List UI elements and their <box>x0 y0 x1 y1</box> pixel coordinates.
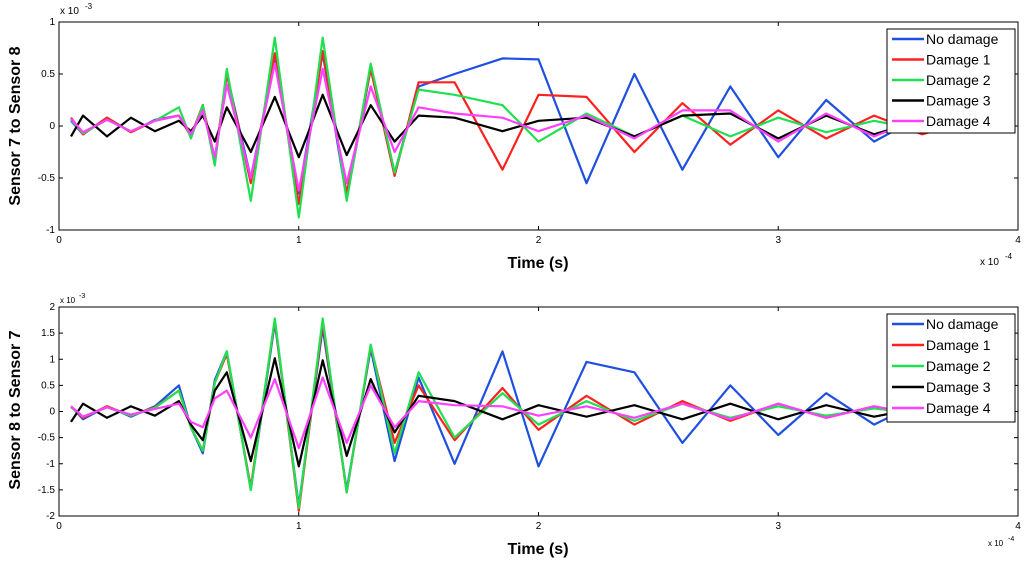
legend-box <box>886 313 1016 423</box>
legend-label-damage-4: Damage 4 <box>926 113 991 129</box>
legend: No damage Damage 1 Damage 2 Damage 3 Damage … <box>886 28 1016 134</box>
x-tick-label: 1 <box>296 521 302 532</box>
x-tick-label: 3 <box>775 235 781 246</box>
x-ticks: 0 1 2 3 4 <box>56 307 1021 532</box>
x-tick-label: 3 <box>775 521 781 532</box>
legend-label-damage-1: Damage 1 <box>926 52 991 68</box>
y-tick-label: -2 <box>46 511 55 522</box>
axes-box <box>58 21 1019 231</box>
legend-label-no-damage: No damage <box>926 316 999 332</box>
x-tick-label: 4 <box>1015 235 1021 246</box>
y-axis-label: Sensor 8 to Sensor 7 <box>7 330 24 489</box>
y-ticks: -2 -1.5 -1 -0.5 0 0.5 1 1.5 2 <box>38 302 1018 522</box>
legend-label-damage-4: Damage 4 <box>926 400 991 416</box>
y-tick-label: 1.5 <box>41 328 55 339</box>
x-tick-label: 2 <box>536 521 542 532</box>
y-axis-label: Sensor 7 to Sensor 8 <box>7 46 24 205</box>
series-line-damage-3 <box>70 93 971 159</box>
y-exponent-base: x 10 <box>60 6 79 17</box>
y-tick-label: -0.5 <box>38 433 56 444</box>
series-line-damage-4 <box>70 62 971 192</box>
y-tick-label: 0 <box>49 121 55 132</box>
legend-label-damage-1: Damage 1 <box>926 337 991 353</box>
x-exponent-base: x 10 <box>980 257 999 268</box>
x-tick-label: 2 <box>536 235 542 246</box>
legend-label-damage-3: Damage 3 <box>926 379 991 395</box>
y-tick-label: -1.5 <box>38 485 56 496</box>
x-axis-label: Time (s) <box>507 255 568 272</box>
x-axis-label: Time (s) <box>507 541 568 558</box>
plot-panel-1: 0 1 2 3 4 -1 -0.5 0 0.5 1 Time (s) Sensor 7 to S… <box>7 2 1021 272</box>
y-exponent: x 10 -3 <box>60 293 85 305</box>
series-group <box>70 317 971 512</box>
y-tick-label: 1 <box>49 354 55 365</box>
series-group <box>70 36 971 219</box>
x-tick-label: 4 <box>1015 521 1021 532</box>
y-tick-label: -0.5 <box>38 173 56 184</box>
y-exponent-power: -3 <box>85 2 93 11</box>
x-exponent: x 10 -4 <box>980 252 1013 268</box>
x-tick-label: 0 <box>56 521 62 532</box>
y-tick-label: 0 <box>49 407 55 418</box>
x-exponent: x 10 -4 <box>988 536 1014 548</box>
y-tick-label: 1 <box>49 17 55 28</box>
legend-label-damage-3: Damage 3 <box>926 93 991 109</box>
x-exponent-base: x 10 <box>988 539 1004 548</box>
legend-label-no-damage: No damage <box>926 31 999 47</box>
x-exponent-power: -4 <box>1005 252 1013 261</box>
y-tick-label: 0.5 <box>41 69 55 80</box>
x-tick-label: 1 <box>296 235 302 246</box>
series-line-damage-4 <box>70 376 971 450</box>
y-tick-label: -1 <box>46 459 55 470</box>
y-tick-label: 0.5 <box>41 380 55 391</box>
axes-box <box>58 306 1019 517</box>
y-tick-label: -1 <box>46 225 55 236</box>
y-exponent: x 10 -3 <box>60 2 93 17</box>
y-exponent-power: -3 <box>79 293 85 300</box>
x-exponent-power: -4 <box>1008 536 1014 543</box>
plot-panel-2: 0 1 2 3 4 -2 -1.5 -1 -0.5 0 0.5 1 1.5 2 Time (s) Sen… <box>7 293 1021 558</box>
y-tick-label: 2 <box>49 302 55 313</box>
y-ticks: -1 -0.5 0 0.5 1 <box>38 17 1018 236</box>
y-exponent-base: x 10 <box>60 296 76 305</box>
legend-label-damage-2: Damage 2 <box>926 358 991 374</box>
x-ticks: 0 1 2 3 4 <box>56 22 1021 246</box>
legend: No damage Damage 1 Damage 2 Damage 3 Damage … <box>886 313 1016 423</box>
x-tick-label: 0 <box>56 235 62 246</box>
legend-label-damage-2: Damage 2 <box>926 72 991 88</box>
